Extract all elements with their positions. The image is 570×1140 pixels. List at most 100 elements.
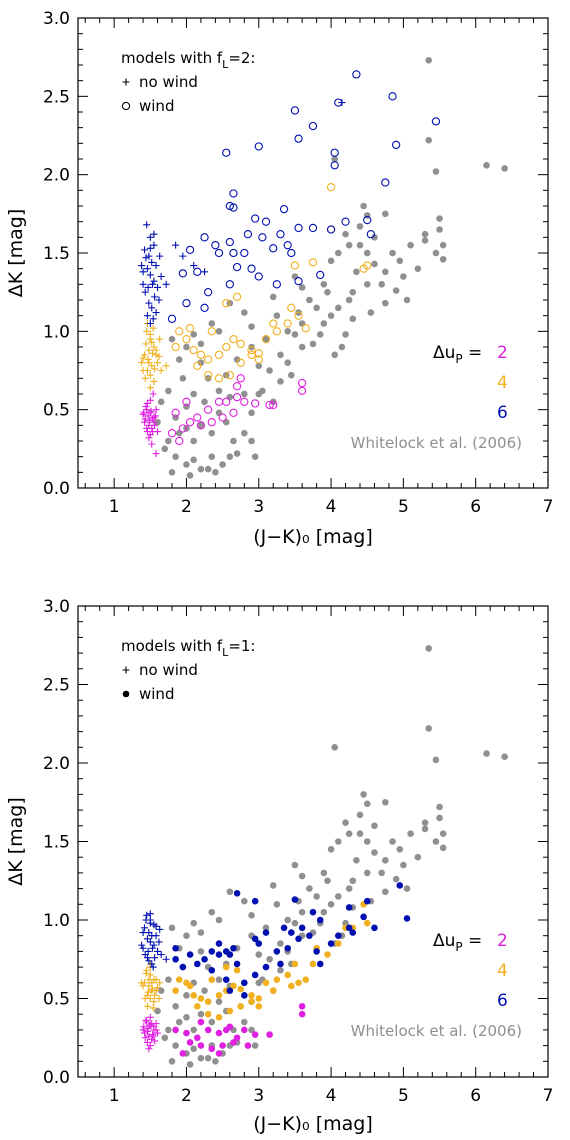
model-nowind-point-du6 bbox=[179, 252, 187, 260]
model-nowind-point-du6 bbox=[143, 265, 151, 273]
model-wind-point-du6 bbox=[330, 161, 339, 170]
model-nowind-point-du6 bbox=[141, 924, 149, 932]
model-wind-point-du6 bbox=[179, 963, 187, 971]
model-wind-point-du2 bbox=[183, 1029, 190, 1037]
model-nowind-point-du6 bbox=[146, 320, 154, 327]
observed-point bbox=[363, 800, 371, 808]
model-wind-point-du2 bbox=[207, 418, 216, 427]
model-wind-point-du6 bbox=[352, 70, 361, 79]
observed-point bbox=[425, 725, 432, 732]
observed-point bbox=[306, 296, 313, 304]
model-wind-point-du6 bbox=[309, 908, 317, 916]
observed-point bbox=[222, 418, 230, 426]
model-nowind-point-du2 bbox=[139, 410, 147, 418]
model-wind-point-du6 bbox=[316, 270, 325, 280]
model-wind-point-du6 bbox=[182, 298, 191, 308]
model-wind-point-du2 bbox=[197, 1018, 205, 1026]
observed-point bbox=[251, 453, 259, 460]
y-tick-label: 2.5 bbox=[43, 87, 70, 107]
observed-point bbox=[161, 445, 169, 453]
model-wind-point-du4 bbox=[255, 995, 263, 1002]
observed-point bbox=[197, 422, 205, 429]
y-axis-label: ΔK [mag] bbox=[5, 209, 27, 298]
model-wind-point-du4 bbox=[308, 258, 318, 267]
observed-point bbox=[172, 1003, 179, 1010]
model-nowind-point-du2 bbox=[147, 407, 155, 415]
model-wind-point-du4 bbox=[215, 992, 223, 999]
observed-point bbox=[371, 260, 378, 268]
model-wind-point-du4 bbox=[335, 940, 342, 947]
model-nowind-point-du4 bbox=[145, 346, 153, 354]
model-wind-point-du6 bbox=[233, 960, 241, 968]
model-wind-point-du6 bbox=[366, 230, 375, 239]
model-nowind-point-du6 bbox=[201, 268, 209, 276]
observed-point bbox=[241, 390, 248, 398]
model-wind-point-du6 bbox=[316, 916, 324, 924]
model-wind-point-du4 bbox=[301, 324, 310, 333]
observed-point bbox=[165, 976, 172, 983]
model-wind-point-du4 bbox=[175, 976, 183, 983]
model-wind-point-du4 bbox=[204, 355, 213, 364]
observed-point bbox=[226, 453, 234, 460]
model-nowind-point-du6 bbox=[155, 296, 163, 304]
model-wind-point-du4 bbox=[294, 311, 303, 320]
model-wind-point-du6 bbox=[222, 148, 231, 157]
model-wind-point-du6 bbox=[201, 955, 208, 963]
model-wind-point-du6 bbox=[232, 262, 242, 272]
model-nowind-point-du4 bbox=[143, 1002, 151, 1010]
model-wind-point-du6 bbox=[313, 948, 320, 955]
x-tick-label: 4 bbox=[326, 497, 337, 517]
x-tick-label: 7 bbox=[543, 497, 554, 517]
model-nowind-point-du4 bbox=[146, 371, 154, 379]
model-wind-point-du4 bbox=[193, 361, 202, 370]
model-wind-point-du2 bbox=[241, 1026, 248, 1034]
model-nowind-point-du4 bbox=[141, 374, 149, 382]
observed-point bbox=[335, 304, 342, 312]
delta-u-value-4: 4 bbox=[497, 961, 508, 981]
model-nowind-point-du4 bbox=[144, 356, 152, 364]
observed-point bbox=[407, 241, 414, 249]
model-wind-point-du4 bbox=[186, 982, 194, 990]
observed-point bbox=[197, 359, 205, 366]
model-nowind-point-du4 bbox=[150, 377, 158, 385]
model-wind-point-du2 bbox=[244, 1042, 252, 1049]
observed-point bbox=[161, 1034, 169, 1042]
observed-point bbox=[248, 911, 255, 919]
observed-point bbox=[309, 340, 317, 348]
y-tick-label: 0.0 bbox=[43, 479, 70, 499]
observed-point bbox=[483, 750, 490, 757]
observed-point bbox=[483, 161, 490, 169]
model-nowind-point-du2 bbox=[139, 1026, 147, 1034]
model-wind-point-du4 bbox=[359, 264, 368, 273]
model-nowind-point-du6 bbox=[149, 315, 157, 323]
model-nowind-point-du4 bbox=[148, 979, 156, 987]
model-nowind-point-du6 bbox=[151, 293, 159, 301]
observed-point bbox=[436, 226, 443, 233]
model-nowind-point-du4 bbox=[156, 335, 164, 343]
model-nowind-point-du6 bbox=[150, 277, 158, 285]
observed-point bbox=[345, 241, 353, 249]
model-wind-point-du6 bbox=[363, 215, 372, 225]
model-nowind-point-du4 bbox=[151, 991, 159, 999]
y-tick-label: 3.0 bbox=[43, 9, 70, 29]
observed-point bbox=[197, 465, 205, 473]
model-nowind-point-du2 bbox=[148, 440, 156, 448]
model-nowind-point-du2 bbox=[151, 1037, 159, 1045]
observed-point bbox=[382, 857, 389, 864]
model-wind-point-du4 bbox=[233, 966, 241, 974]
model-wind-point-du4 bbox=[295, 979, 302, 987]
observed-point bbox=[233, 450, 241, 457]
observed-point bbox=[197, 1010, 205, 1018]
observed-point bbox=[335, 249, 342, 257]
observed-point bbox=[407, 830, 414, 837]
observed-point bbox=[298, 343, 306, 351]
model-wind-point-du2 bbox=[298, 378, 307, 388]
model-nowind-point-du6 bbox=[190, 262, 198, 270]
y-tick-label: 0.5 bbox=[43, 401, 70, 421]
observed-point bbox=[190, 1045, 197, 1053]
observed-point bbox=[320, 281, 328, 288]
model-nowind-point-du4 bbox=[146, 384, 154, 392]
model-nowind-point-du4 bbox=[141, 351, 149, 359]
observed-point bbox=[208, 908, 216, 916]
observed-point bbox=[248, 1026, 255, 1034]
